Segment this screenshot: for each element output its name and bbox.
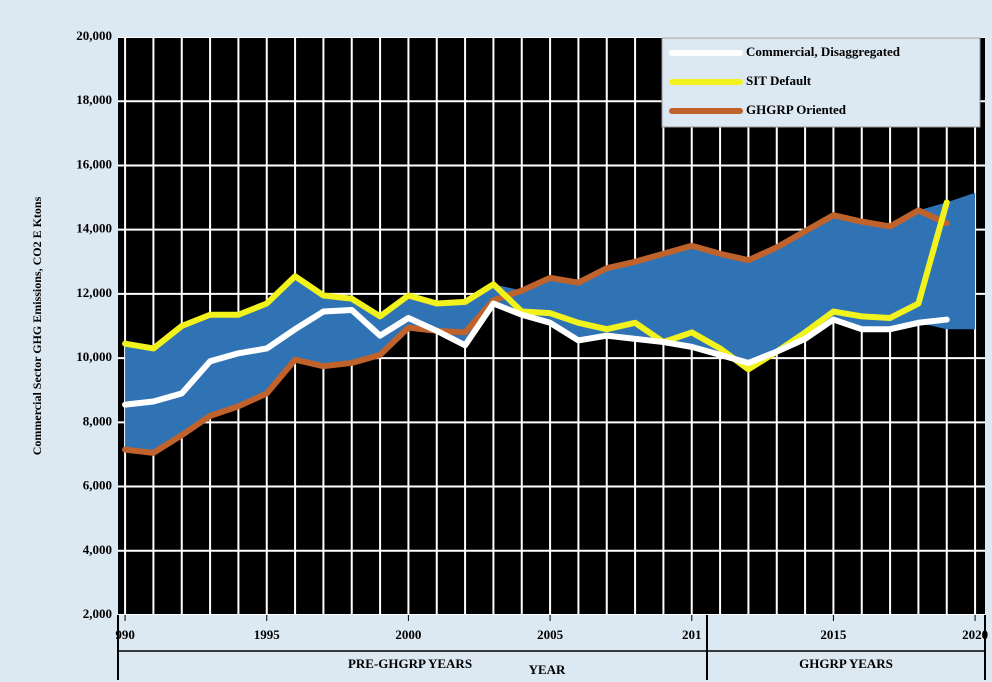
y-tick-label: 10,000	[76, 349, 112, 364]
y-tick-label: 14,000	[76, 221, 112, 236]
period-label: GHGRP YEARS	[799, 656, 893, 671]
x-tick-label: 2020	[962, 627, 988, 642]
plot	[118, 37, 985, 615]
y-axis-label: Commercial Sector GHG Emissions, CO2 E K…	[30, 196, 44, 455]
y-tick-label: 8,000	[83, 413, 112, 428]
y-tick-label: 18,000	[76, 92, 112, 107]
legend-label: Commercial, Disaggregated	[746, 44, 901, 59]
x-tick-label: 1995	[254, 627, 281, 642]
x-tick-label: 201	[682, 627, 702, 642]
x-tick-label: 2015	[820, 627, 847, 642]
x-axis-label: YEAR	[529, 662, 566, 677]
y-tick-label: 12,000	[76, 285, 112, 300]
x-tick-label: 2000	[395, 627, 421, 642]
x-tick-label: 2005	[537, 627, 564, 642]
legend-label: SIT Default	[746, 73, 812, 88]
period-label: PRE-GHGRP YEARS	[348, 656, 472, 671]
y-tick-label: 16,000	[76, 156, 112, 171]
series-line	[122, 199, 950, 373]
x-tick-label: 990	[115, 627, 135, 642]
y-tick-label: 2,000	[83, 606, 112, 621]
series-line	[122, 300, 950, 408]
legend-label: GHGRP Oriented	[746, 102, 847, 117]
y-tick-label: 20,000	[76, 28, 112, 43]
series-line	[122, 207, 950, 456]
y-tick-label: 6,000	[83, 478, 112, 493]
legend-entries: Commercial, Disaggregated SIT Default GHGR…	[669, 44, 901, 117]
y-tick-label: 4,000	[83, 542, 112, 557]
